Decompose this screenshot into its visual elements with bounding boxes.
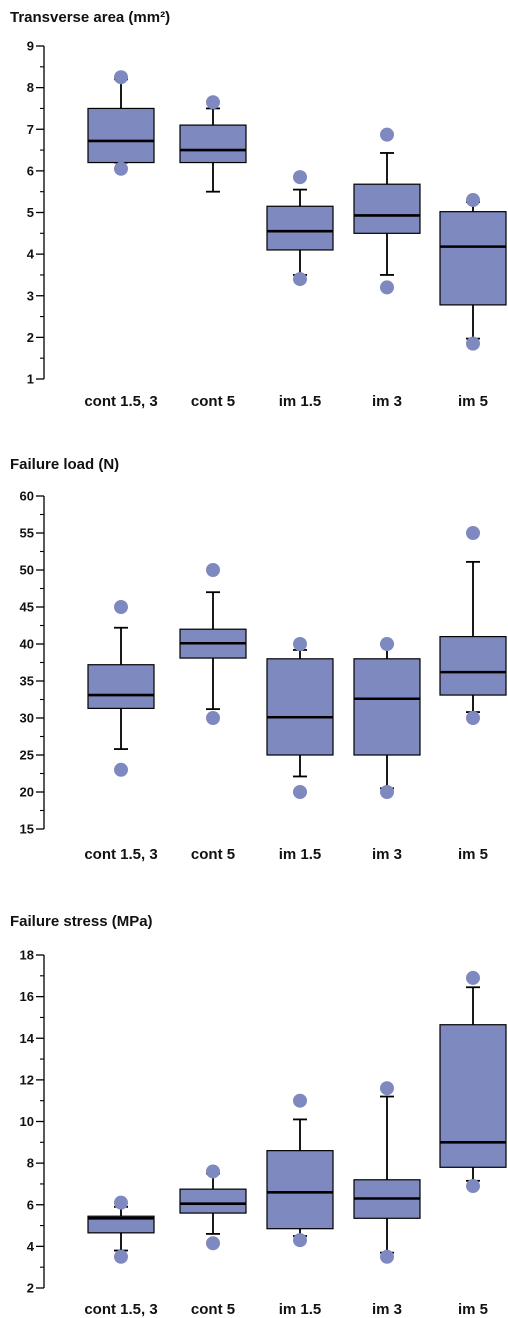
y-tick-label: 60 [20,489,34,504]
chart-title: Failure load (N) [10,456,119,473]
outlier-point [380,280,394,295]
iqr-box [179,1188,247,1214]
y-tick-label: 50 [20,563,34,578]
outlier-point [380,637,394,651]
outlier-point [380,127,394,142]
y-tick-label: 3 [27,288,34,303]
y-tick-label: 4 [27,247,35,262]
iqr-box [266,205,334,251]
iqr-box [87,107,155,164]
x-category-label: im 5 [458,846,488,863]
iqr-box [353,183,421,234]
x-category-label: im 3 [372,393,402,410]
x-category-label: im 1.5 [279,846,322,863]
iqr-box [266,658,334,756]
outlier-point [206,711,220,725]
iqr-box [439,1024,507,1168]
x-category-label: cont 1.5, 3 [84,846,157,863]
x-category-label: im 3 [372,1301,402,1318]
iqr-box [266,1150,334,1230]
y-tick-label: 30 [20,711,34,726]
y-tick-label: 6 [27,163,34,178]
outlier-point [293,637,307,651]
outlier-point [114,762,128,777]
x-category-label: im 5 [458,393,488,410]
outlier-point [380,785,394,799]
outlier-point [114,1249,128,1264]
outlier-point [114,70,128,85]
y-tick-label: 7 [27,122,34,137]
y-tick-label: 40 [20,637,34,652]
outlier-point [293,272,307,287]
iqr-box [87,1215,155,1234]
y-tick-label: 6 [27,1197,34,1212]
outlier-point [380,1081,394,1096]
iqr-box [439,635,507,696]
x-category-label: im 1.5 [279,1301,322,1318]
y-tick-label: 9 [27,39,34,54]
x-category-label: cont 5 [191,1301,235,1318]
outlier-point [466,711,480,725]
x-category-label: cont 1.5, 3 [84,393,157,410]
y-tick-label: 2 [27,1281,34,1296]
outlier-point [114,1195,128,1210]
y-tick-label: 25 [20,748,34,763]
y-tick-label: 55 [20,526,34,541]
outlier-point [206,1164,220,1179]
x-category-label: im 1.5 [279,393,322,410]
outlier-point [206,563,220,577]
y-tick-label: 8 [27,1156,34,1171]
y-tick-label: 1 [27,372,34,387]
iqr-box [87,664,155,709]
x-category-label: im 5 [458,1301,488,1318]
y-tick-label: 45 [20,600,34,615]
y-tick-label: 18 [20,948,34,963]
iqr-box [353,658,421,756]
outlier-point [466,336,480,351]
outlier-point [293,785,307,799]
chart-title: Failure stress (MPa) [10,913,153,930]
y-tick-label: 4 [27,1239,35,1254]
iqr-box [179,124,247,164]
y-tick-label: 12 [20,1072,34,1087]
y-tick-label: 2 [27,330,34,345]
y-tick-label: 15 [20,822,34,837]
outlier-point [114,161,128,176]
y-tick-label: 20 [20,785,34,800]
outlier-point [466,526,480,540]
y-tick-label: 10 [20,1114,34,1129]
x-category-label: cont 1.5, 3 [84,1301,157,1318]
outlier-point [380,1249,394,1264]
y-tick-label: 35 [20,674,34,689]
y-tick-label: 5 [27,205,34,220]
y-tick-label: 8 [27,80,34,95]
chart-title: Transverse area (mm²) [10,9,170,26]
outlier-point [293,1233,307,1248]
outlier-point [206,95,220,110]
y-tick-label: 16 [20,989,34,1004]
x-category-label: cont 5 [191,393,235,410]
iqr-box [439,211,507,306]
outlier-point [114,600,128,614]
x-category-label: cont 5 [191,846,235,863]
x-category-label: im 3 [372,846,402,863]
outlier-point [466,970,480,985]
outlier-point [293,1093,307,1108]
outlier-point [466,1179,480,1194]
outlier-point [293,170,307,185]
y-tick-label: 14 [20,1031,35,1046]
outlier-point [466,193,480,208]
outlier-point [206,1236,220,1251]
